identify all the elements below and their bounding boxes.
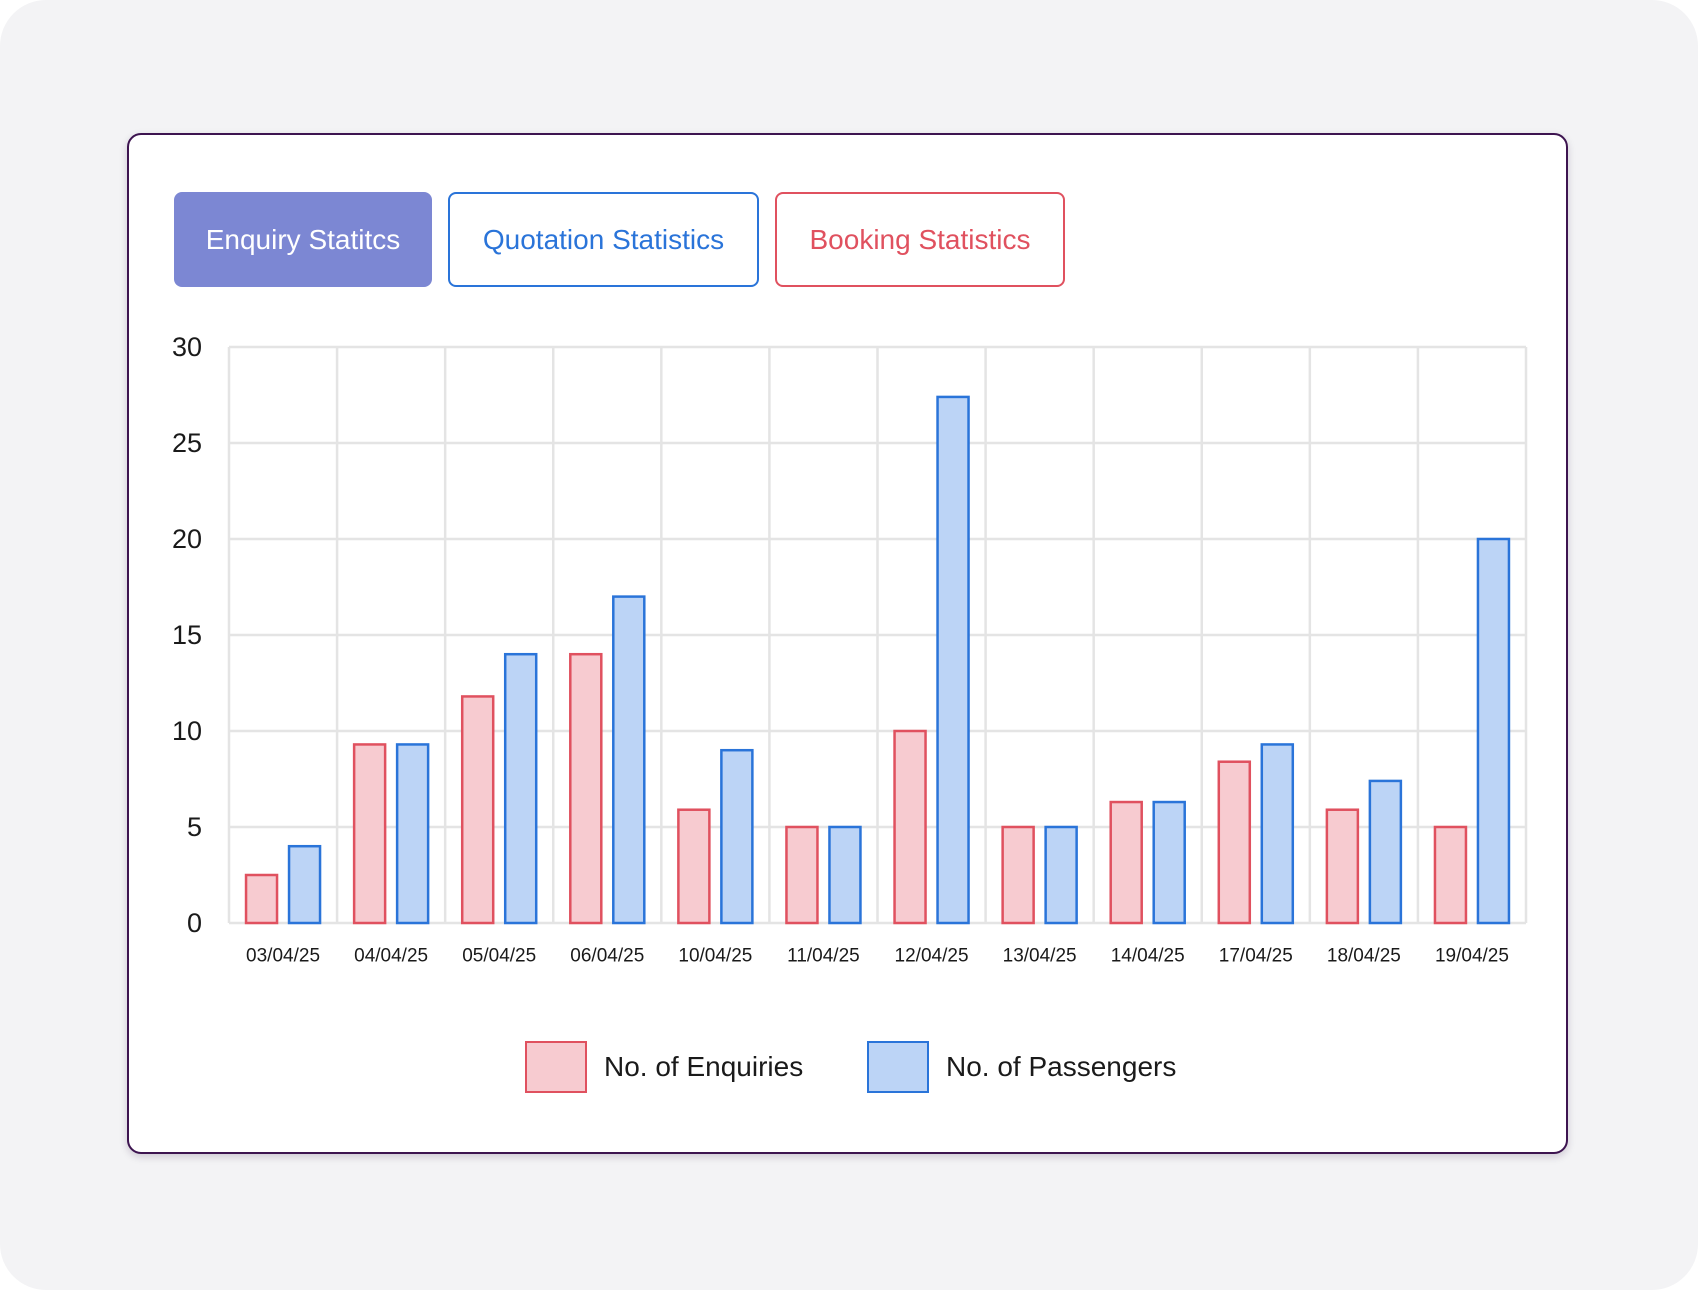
chart-bars — [244, 395, 1511, 925]
bar-enquiries — [244, 873, 279, 925]
chart-grid — [227, 345, 1528, 925]
bar-passengers — [936, 395, 970, 925]
legend-swatch-passengers — [867, 1041, 929, 1093]
y-tick-label: 15 — [172, 620, 202, 650]
bar-passengers — [1260, 743, 1295, 925]
bar-passengers — [720, 748, 754, 925]
bar-enquiries — [460, 695, 495, 925]
bar-chart: 0 5 10 15 20 25 30 03/04/25 04/04/25 05/04/25 06/… — [172, 332, 1528, 967]
bar-enquiries — [893, 729, 927, 925]
bar-passengers — [1044, 825, 1078, 925]
x-tick-label: 17/04/25 — [1219, 946, 1293, 967]
legend-item-enquiries: No. of Enquiries — [525, 1040, 803, 1094]
y-tick-label: 25 — [172, 428, 202, 458]
x-tick-label: 11/04/25 — [787, 946, 860, 967]
bar-passengers — [612, 595, 646, 925]
x-tick-label: 10/04/25 — [678, 946, 752, 967]
x-tick-label: 12/04/25 — [895, 946, 969, 967]
legend-item-passengers: No. of Passengers — [867, 1040, 1176, 1094]
bar-passengers — [1476, 537, 1511, 925]
y-tick-label: 20 — [172, 524, 202, 554]
x-tick-label: 05/04/25 — [462, 946, 536, 967]
bar-enquiries — [1001, 825, 1035, 925]
x-tick-label: 19/04/25 — [1435, 946, 1509, 967]
bar-passengers — [828, 825, 862, 925]
x-tick-label: 06/04/25 — [570, 946, 644, 967]
x-tick-label: 03/04/25 — [246, 946, 320, 967]
y-axis: 0 5 10 15 20 25 30 — [172, 332, 202, 938]
bar-enquiries — [785, 825, 819, 925]
bar-enquiries — [352, 743, 387, 925]
y-tick-label: 10 — [172, 716, 202, 746]
y-tick-label: 5 — [187, 812, 202, 842]
bar-enquiries — [1433, 825, 1468, 925]
x-tick-label: 18/04/25 — [1327, 946, 1401, 967]
bar-enquiries — [1109, 800, 1143, 925]
legend-swatch-enquiries — [525, 1041, 587, 1093]
bar-passengers — [395, 743, 430, 925]
bar-enquiries — [677, 808, 711, 925]
legend-label-enquiries: No. of Enquiries — [604, 1051, 804, 1082]
y-tick-label: 0 — [187, 908, 202, 938]
y-tick-label: 30 — [172, 332, 202, 362]
x-tick-label: 14/04/25 — [1111, 946, 1185, 967]
bar-enquiries — [1325, 808, 1360, 925]
tab-enquiry-statistics[interactable]: Enquiry Statitcs — [174, 192, 432, 287]
legend-label-passengers: No. of Passengers — [946, 1051, 1177, 1082]
bar-passengers — [503, 652, 538, 925]
statistics-card — [127, 133, 1568, 1154]
x-axis: 03/04/25 04/04/25 05/04/25 06/04/25 10/04/25… — [246, 946, 1509, 967]
bar-passengers — [1368, 779, 1403, 925]
x-tick-label: 04/04/25 — [354, 946, 428, 967]
x-tick-label: 13/04/25 — [1003, 946, 1077, 967]
tab-booking-statistics[interactable]: Booking Statistics — [775, 192, 1065, 287]
tab-quotation-statistics[interactable]: Quotation Statistics — [448, 192, 759, 287]
bar-enquiries — [569, 652, 603, 925]
bar-passengers — [287, 844, 322, 925]
bar-passengers — [1152, 800, 1186, 925]
bar-enquiries — [1217, 760, 1252, 925]
